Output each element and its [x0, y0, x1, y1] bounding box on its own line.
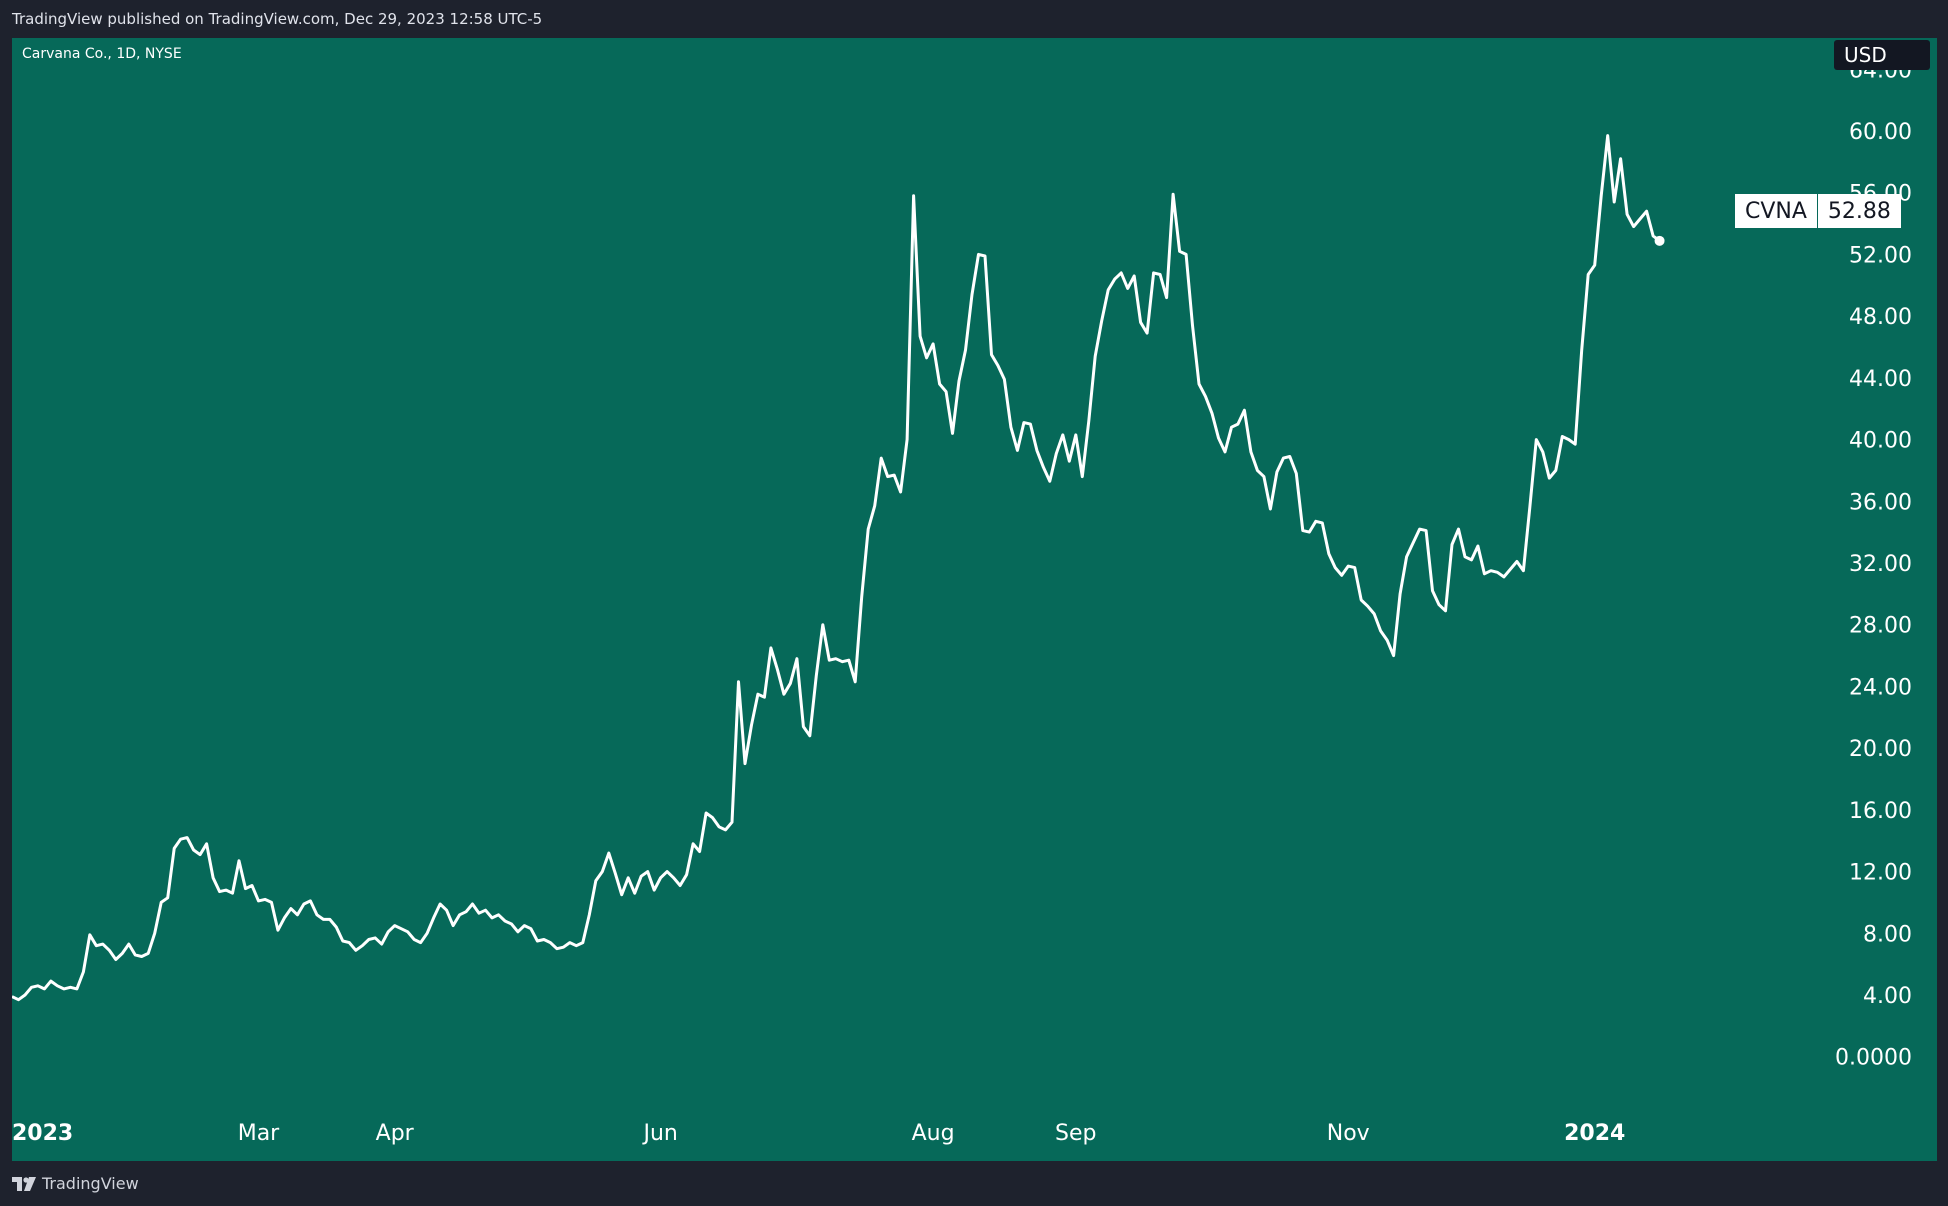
price-line [12, 134, 1661, 1002]
ticker-label: CVNA [1735, 194, 1817, 228]
y-tick-label: 48.00 [1849, 305, 1912, 330]
y-tick-label: 0.0000 [1835, 1046, 1912, 1071]
y-tick-label: 24.00 [1849, 675, 1912, 700]
published-header: TradingView published on TradingView.com… [0, 0, 1948, 38]
x-tick-label: Jun [641, 1121, 677, 1146]
y-tick-label: 8.00 [1863, 922, 1912, 947]
x-tick-label: Mar [238, 1121, 280, 1146]
currency-button[interactable]: USD [1834, 40, 1930, 70]
x-tick-label: Apr [376, 1121, 415, 1146]
last-price-value: 52.88 [1816, 194, 1901, 228]
x-tick-label: 2024 [1564, 1121, 1625, 1146]
price-chart[interactable]: 0.0000 4.00 8.00 12.00 16.00 20.00 24.00 28.00 3… [12, 38, 1937, 1161]
y-tick-label: 36.00 [1849, 490, 1912, 515]
y-tick-label: 60.00 [1849, 120, 1912, 145]
y-tick-label: 52.00 [1849, 243, 1912, 268]
y-tick-label: 32.00 [1849, 552, 1912, 577]
last-point-marker [1654, 235, 1665, 246]
published-text: TradingView published on TradingView.com… [12, 10, 543, 28]
y-tick-label: 16.00 [1849, 799, 1912, 824]
tradingview-logo-icon [12, 1176, 36, 1191]
symbol-title: Carvana Co., 1D, NYSE [22, 46, 182, 62]
x-tick-label: Aug [912, 1121, 955, 1146]
last-price-tag: CVNA 52.88 [1735, 194, 1901, 228]
tradingview-logo-text: TradingView [42, 1174, 139, 1193]
y-tick-label: 40.00 [1849, 429, 1912, 454]
y-tick-label: 28.00 [1849, 614, 1912, 639]
x-tick-label: Nov [1327, 1121, 1370, 1146]
chart-area[interactable]: 0.0000 4.00 8.00 12.00 16.00 20.00 24.00 28.00 3… [12, 38, 1937, 1161]
y-tick-label: 12.00 [1849, 861, 1912, 886]
y-tick-label: 20.00 [1849, 737, 1912, 762]
y-tick-label: 44.00 [1849, 367, 1912, 392]
y-tick-label: 4.00 [1863, 984, 1912, 1009]
tradingview-logo[interactable]: TradingView [12, 1174, 139, 1193]
footer-bar: TradingView [0, 1161, 1948, 1206]
x-tick-label: Sep [1055, 1121, 1096, 1146]
x-tick-label: 2023 [12, 1121, 73, 1146]
